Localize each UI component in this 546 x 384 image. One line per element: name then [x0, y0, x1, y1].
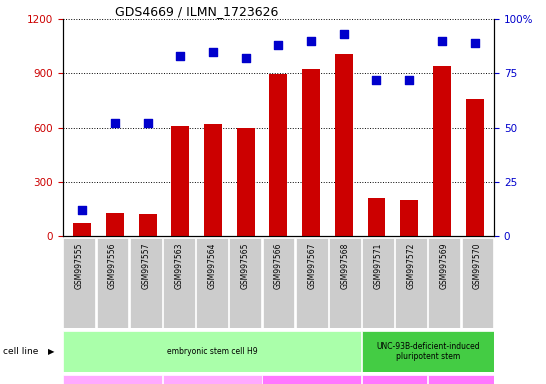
Text: GSM997564: GSM997564: [207, 243, 217, 289]
Point: [209, 49, 217, 55]
Bar: [362, 331, 494, 372]
Text: embryonic stem cell H9: embryonic stem cell H9: [167, 347, 257, 356]
Point: [405, 77, 413, 83]
Bar: [171, 126, 189, 236]
Text: GSM997557: GSM997557: [141, 243, 150, 289]
Bar: [196, 238, 228, 328]
Bar: [429, 238, 460, 328]
Text: GSM997571: GSM997571: [373, 243, 383, 289]
Point: [340, 31, 348, 38]
Bar: [362, 238, 394, 328]
Bar: [63, 376, 162, 384]
Text: GSM997569: GSM997569: [440, 243, 449, 289]
Point: [144, 120, 152, 126]
Point: [274, 42, 283, 48]
Bar: [229, 238, 261, 328]
Bar: [163, 376, 262, 384]
Text: GSM997572: GSM997572: [407, 243, 416, 289]
Bar: [302, 69, 320, 236]
Bar: [262, 376, 361, 384]
Point: [372, 77, 381, 83]
Bar: [204, 124, 222, 236]
Bar: [263, 238, 294, 328]
Bar: [433, 66, 451, 236]
Text: GDS4669 / ILMN_1723626: GDS4669 / ILMN_1723626: [115, 5, 278, 18]
Text: GSM997555: GSM997555: [75, 243, 84, 289]
Text: ▶: ▶: [48, 347, 55, 356]
Text: cell line: cell line: [3, 347, 38, 356]
Bar: [395, 238, 427, 328]
Text: GSM997567: GSM997567: [307, 243, 316, 289]
Bar: [73, 223, 91, 236]
Bar: [163, 238, 195, 328]
Text: GSM997556: GSM997556: [108, 243, 117, 289]
Text: GSM997570: GSM997570: [473, 243, 482, 289]
Bar: [130, 238, 162, 328]
Text: GSM997566: GSM997566: [274, 243, 283, 289]
Point: [437, 38, 446, 44]
Bar: [237, 127, 255, 236]
Bar: [428, 376, 494, 384]
Point: [307, 38, 316, 44]
Point: [111, 120, 120, 126]
Bar: [400, 200, 418, 236]
Point: [176, 53, 185, 59]
Bar: [362, 376, 428, 384]
Bar: [270, 74, 287, 236]
Text: GSM997565: GSM997565: [241, 243, 250, 289]
Text: GSM997568: GSM997568: [340, 243, 349, 289]
Point: [470, 40, 479, 46]
Point: [78, 207, 87, 213]
Bar: [461, 238, 494, 328]
Bar: [63, 331, 361, 372]
Point: [241, 55, 250, 61]
Bar: [97, 238, 128, 328]
Text: UNC-93B-deficient-induced
pluripotent stem: UNC-93B-deficient-induced pluripotent st…: [376, 342, 479, 361]
Bar: [335, 53, 353, 236]
Bar: [106, 213, 124, 236]
Bar: [329, 238, 361, 328]
Bar: [63, 238, 96, 328]
Bar: [139, 214, 157, 236]
Bar: [367, 198, 385, 236]
Bar: [296, 238, 328, 328]
Text: GSM997563: GSM997563: [174, 243, 183, 289]
Bar: [466, 99, 484, 236]
